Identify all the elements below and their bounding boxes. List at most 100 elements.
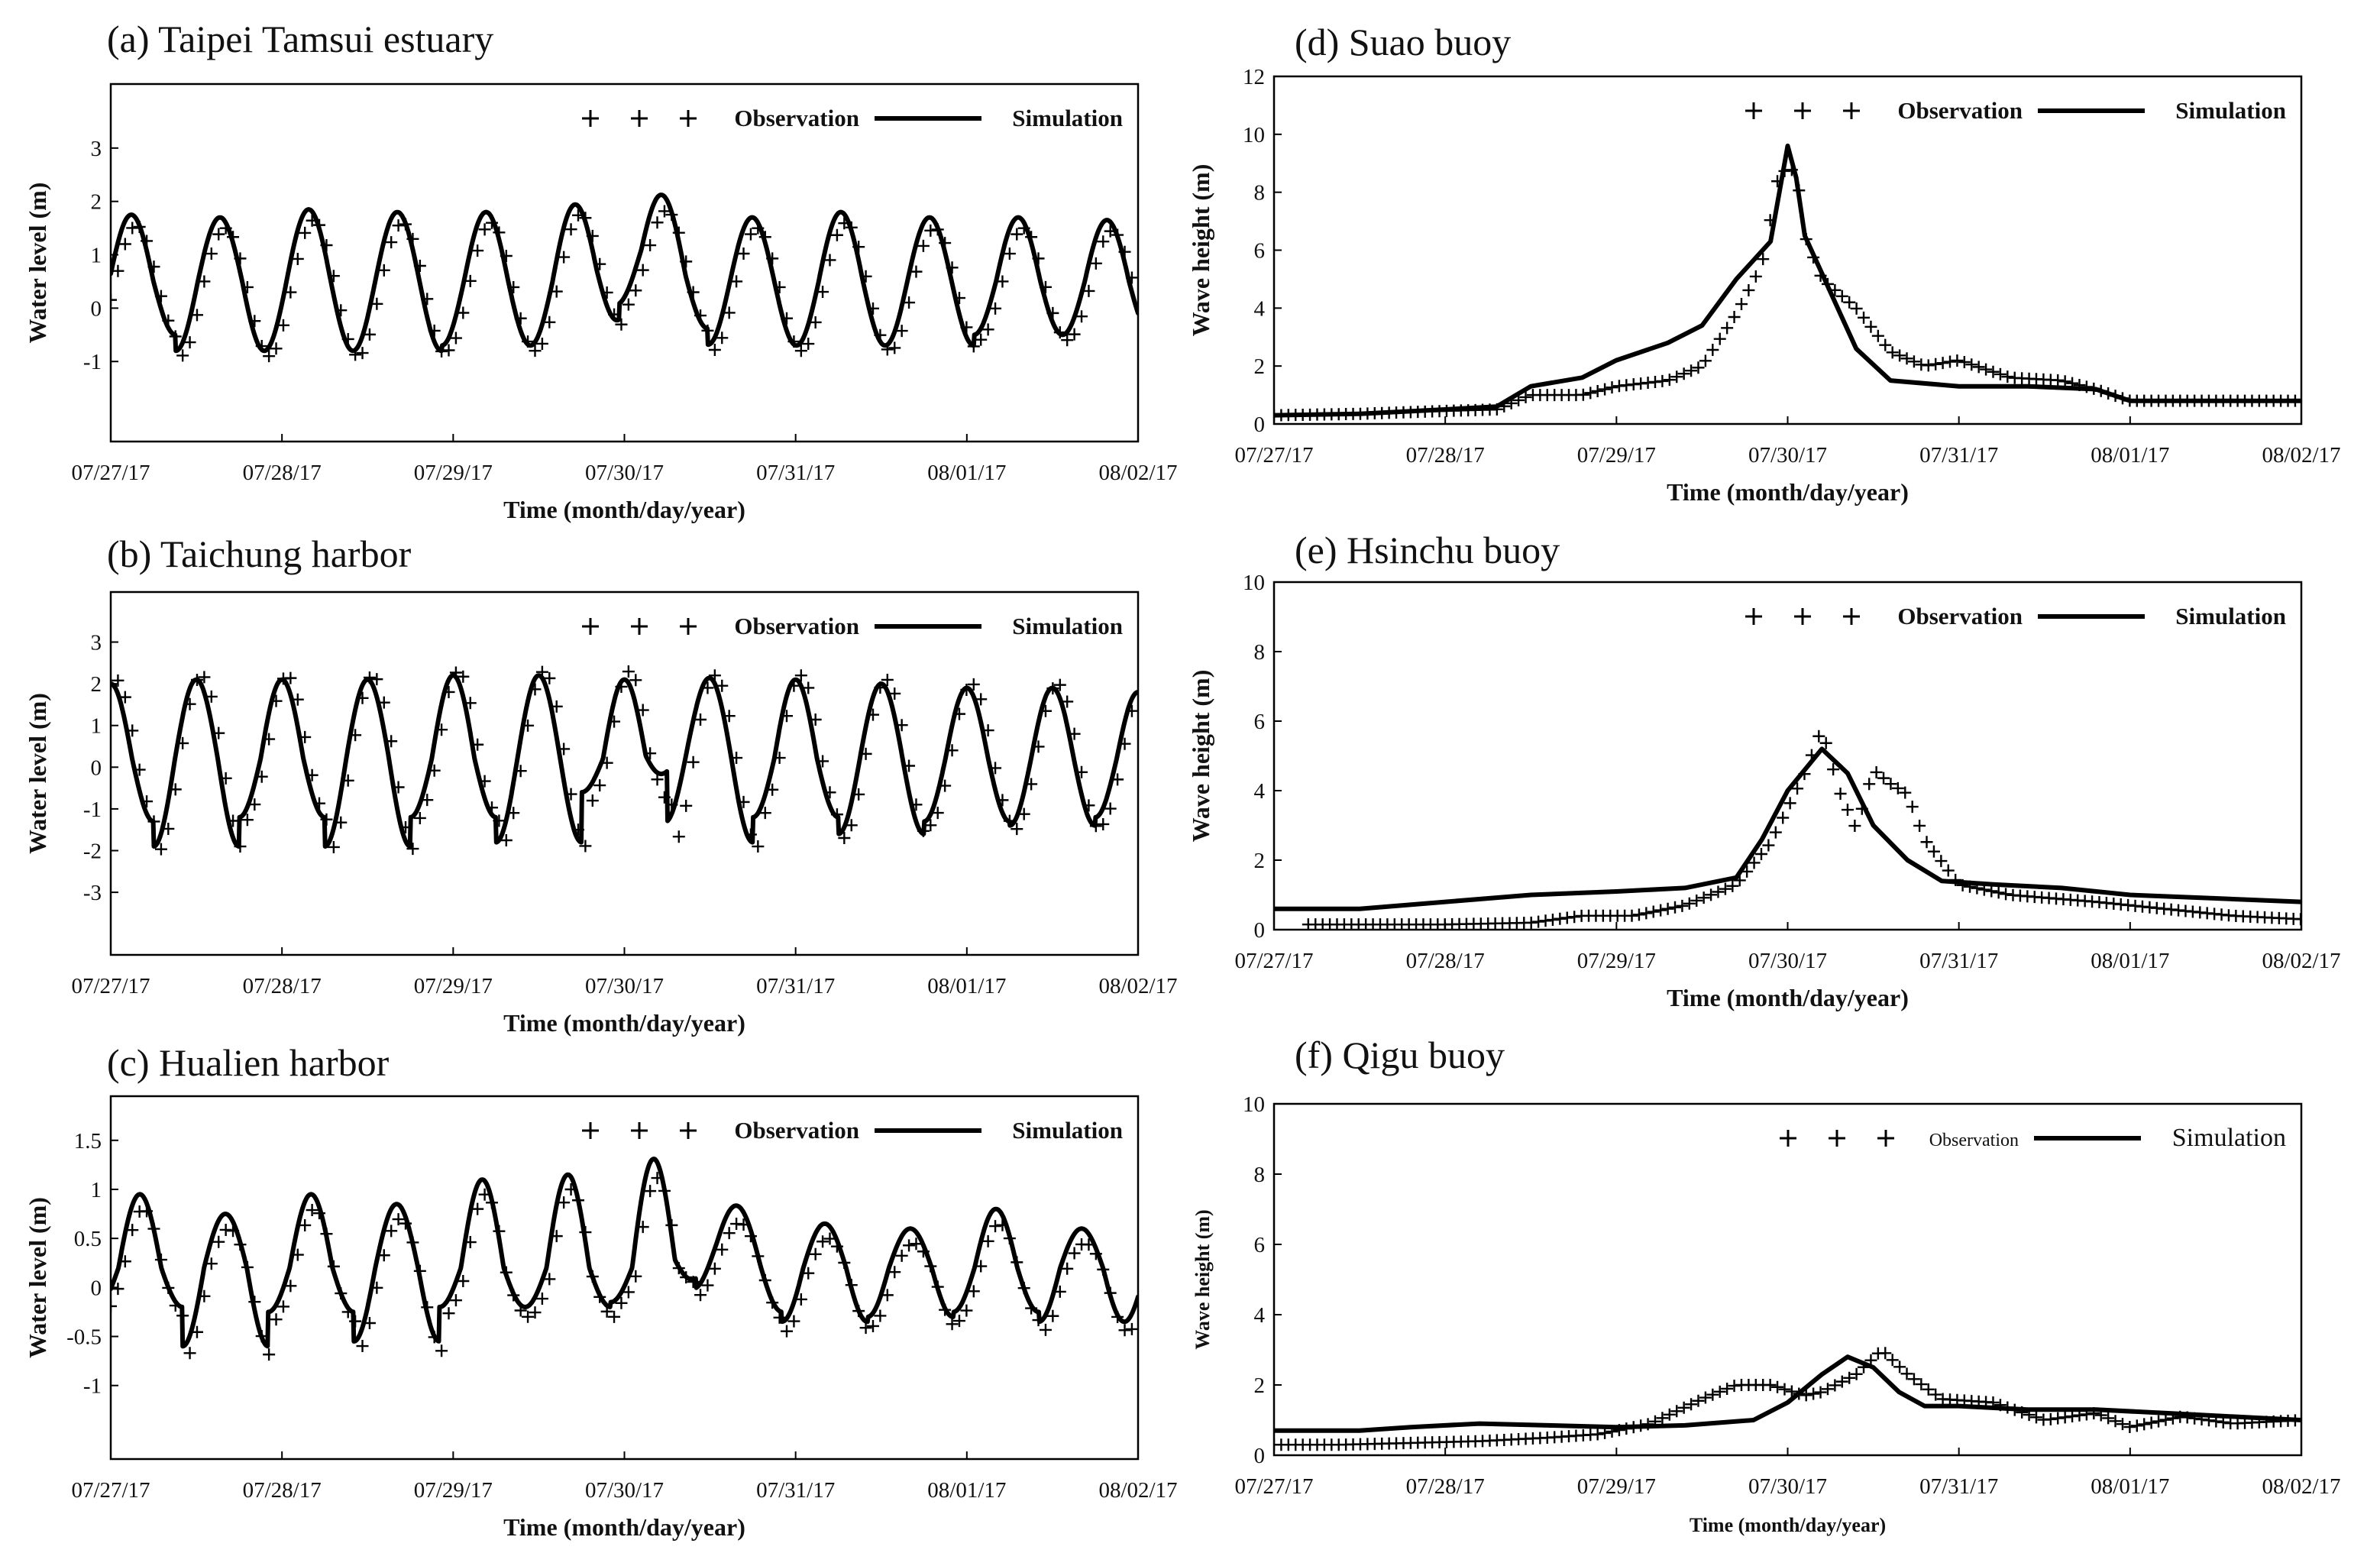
legend-simulation-label: Simulation <box>2175 603 2286 629</box>
observation-marker <box>579 1226 592 1239</box>
observation-marker <box>1835 1375 1848 1388</box>
observation-marker <box>680 799 693 812</box>
observation-marker <box>881 343 894 356</box>
observation-marker <box>442 685 455 698</box>
observation-marker <box>888 1266 901 1279</box>
observation-marker <box>370 1281 383 1294</box>
observation-marker <box>903 759 916 772</box>
x-tick-label: 07/31/17 <box>756 974 835 998</box>
observation-marker <box>571 1194 584 1207</box>
x-axis-label: Time (month/day/year) <box>503 1513 745 1541</box>
observation-marker <box>291 1248 304 1261</box>
observation-marker <box>255 340 268 353</box>
observation-marker <box>1733 874 1746 887</box>
observation-marker <box>162 822 175 835</box>
observation-marker <box>802 1267 815 1280</box>
legend-observation-marker <box>1745 608 1762 625</box>
x-tick-label: 07/27/17 <box>1234 1474 1313 1499</box>
observation-marker <box>1560 911 1573 924</box>
observation-marker <box>694 1289 707 1302</box>
observation-series <box>1274 163 2301 422</box>
observation-marker <box>586 794 599 807</box>
observation-marker <box>1805 749 1818 762</box>
y-axis-label: Water level (m) <box>24 183 51 344</box>
observation-marker <box>946 1318 959 1331</box>
legend-observation-label: Observation <box>1897 97 2023 124</box>
observation-marker <box>1843 296 1856 309</box>
observation-marker <box>579 840 592 853</box>
observation-marker <box>773 752 786 765</box>
observation-marker <box>227 814 240 827</box>
observation-marker <box>874 328 887 341</box>
observation-marker <box>2109 1415 2122 1428</box>
observation-marker <box>457 306 470 319</box>
legend-observation-label: Observation <box>734 105 859 131</box>
observation-marker <box>1927 845 1940 858</box>
observation-marker <box>406 843 419 856</box>
observation-marker <box>255 770 268 783</box>
observation-marker <box>766 783 779 796</box>
observation-marker <box>600 756 613 769</box>
observation-marker <box>931 807 944 820</box>
panel-title-f: (f) Qigu buoy <box>1295 1034 1505 1076</box>
observation-marker <box>1907 355 1920 368</box>
observation-marker <box>708 1262 721 1275</box>
observation-marker <box>493 1225 506 1238</box>
legend-observation-marker <box>1877 1130 1894 1147</box>
observation-marker <box>2195 1413 2208 1426</box>
observation-marker <box>1111 1310 1124 1323</box>
observation-marker <box>2166 1412 2179 1425</box>
observation-marker <box>744 828 757 841</box>
observation-marker <box>2094 384 2107 397</box>
observation-marker <box>787 335 800 348</box>
observation-marker <box>924 1260 937 1273</box>
observation-marker <box>1649 1415 1661 1428</box>
observation-marker <box>1814 1386 1827 1399</box>
observation-marker <box>658 1184 671 1197</box>
plot-frame-b <box>109 590 1140 956</box>
observation-marker <box>1764 1379 1777 1391</box>
observation-marker <box>1011 228 1023 241</box>
observation-marker <box>558 743 571 755</box>
observation-marker <box>1053 326 1066 339</box>
legend-observation-marker <box>631 1122 648 1139</box>
observation-marker <box>1046 682 1059 695</box>
observation-marker <box>522 1310 535 1323</box>
observation-marker <box>320 813 333 826</box>
observation-marker <box>276 1300 289 1313</box>
observation-marker <box>1075 765 1088 778</box>
observation-marker <box>2073 379 2086 392</box>
observation-marker <box>327 270 340 283</box>
plot-area-b <box>111 665 1138 856</box>
observation-marker <box>781 312 794 325</box>
observation-marker <box>1812 730 1825 743</box>
observation-marker <box>1003 814 1016 827</box>
observation-marker <box>421 293 434 306</box>
observation-marker <box>1606 1425 1618 1438</box>
observation-marker <box>758 231 771 244</box>
observation-marker <box>2001 370 2014 383</box>
observation-marker <box>529 345 542 358</box>
x-tick-label: 07/27/17 <box>1234 443 1313 468</box>
observation-marker <box>1053 678 1066 691</box>
observation-marker <box>622 665 635 678</box>
legend-observation-marker <box>1745 102 1762 119</box>
observation-marker <box>1082 1238 1095 1251</box>
observation-marker <box>299 730 312 743</box>
panel-title-c: (c) Hualien harbor <box>107 1041 390 1084</box>
observation-marker <box>1949 873 1962 886</box>
observation-marker <box>1097 817 1110 830</box>
observation-marker <box>464 274 477 287</box>
x-axis-label: Time (month/day/year) <box>1690 1514 1886 1536</box>
observation-marker <box>485 216 498 229</box>
observation-marker <box>227 231 240 244</box>
observation-marker <box>845 221 858 234</box>
observation-marker <box>2123 1421 2136 1434</box>
observation-marker <box>2058 375 2071 388</box>
y-tick-label: 8 <box>1254 640 1266 665</box>
legend-observation-marker <box>680 1122 697 1139</box>
observation-marker <box>241 280 254 293</box>
observation-marker <box>1994 367 2007 380</box>
observation-marker <box>672 1262 685 1275</box>
observation-marker <box>1850 1367 1863 1380</box>
